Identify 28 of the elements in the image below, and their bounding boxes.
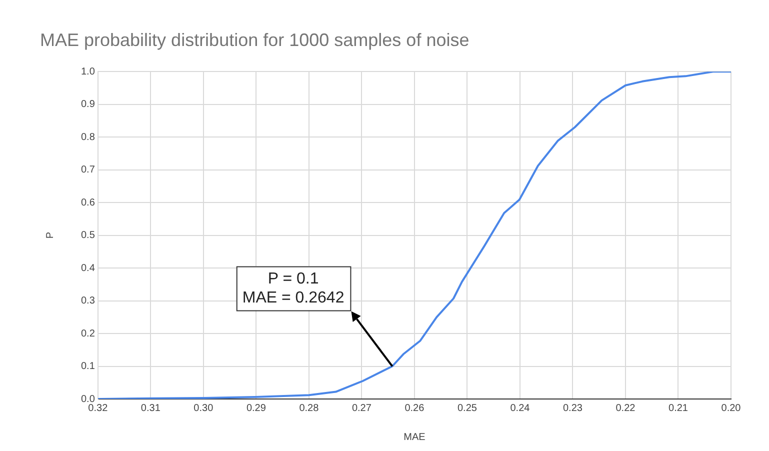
y-tick-label: 0.9 <box>80 99 96 110</box>
y-tick-label: 1.0 <box>80 66 96 78</box>
x-tick-label: 0.25 <box>457 402 478 414</box>
y-tick-label: 0.7 <box>80 164 96 176</box>
y-tick-label: 0.1 <box>80 361 96 372</box>
x-tick-label: 0.26 <box>404 402 425 414</box>
x-axis-title: MAE <box>404 432 426 443</box>
y-tick-label: 0.6 <box>80 197 96 208</box>
x-tick-label: 0.23 <box>562 402 583 414</box>
y-tick-label: 0.3 <box>80 296 96 307</box>
x-tick-label: 0.22 <box>616 402 636 414</box>
y-tick-label: 0.8 <box>80 132 96 143</box>
x-tick-label: 0.20 <box>721 402 742 414</box>
chart-title: MAE probability distribution for 1000 samples of noise <box>40 30 470 50</box>
x-tick-label: 0.31 <box>140 402 161 414</box>
y-tick-label: 0.2 <box>80 328 96 340</box>
x-tick-label: 0.24 <box>510 402 530 414</box>
y-tick-label: 0.0 <box>80 394 96 405</box>
x-tick-label: 0.21 <box>668 402 688 414</box>
y-tick-label: 0.5 <box>80 230 96 242</box>
x-tick-label: 0.28 <box>299 402 320 414</box>
annotation: P = 0.1 MAE = 0.2642 <box>242 270 344 307</box>
y-axis-title: P <box>44 232 56 239</box>
x-tick-label: 0.29 <box>246 402 266 414</box>
y-tick-label: 0.4 <box>80 262 96 274</box>
x-tick-label: 0.30 <box>194 402 214 414</box>
x-tick-label: 0.32 <box>88 402 108 414</box>
x-tick-label: 0.27 <box>352 402 372 414</box>
